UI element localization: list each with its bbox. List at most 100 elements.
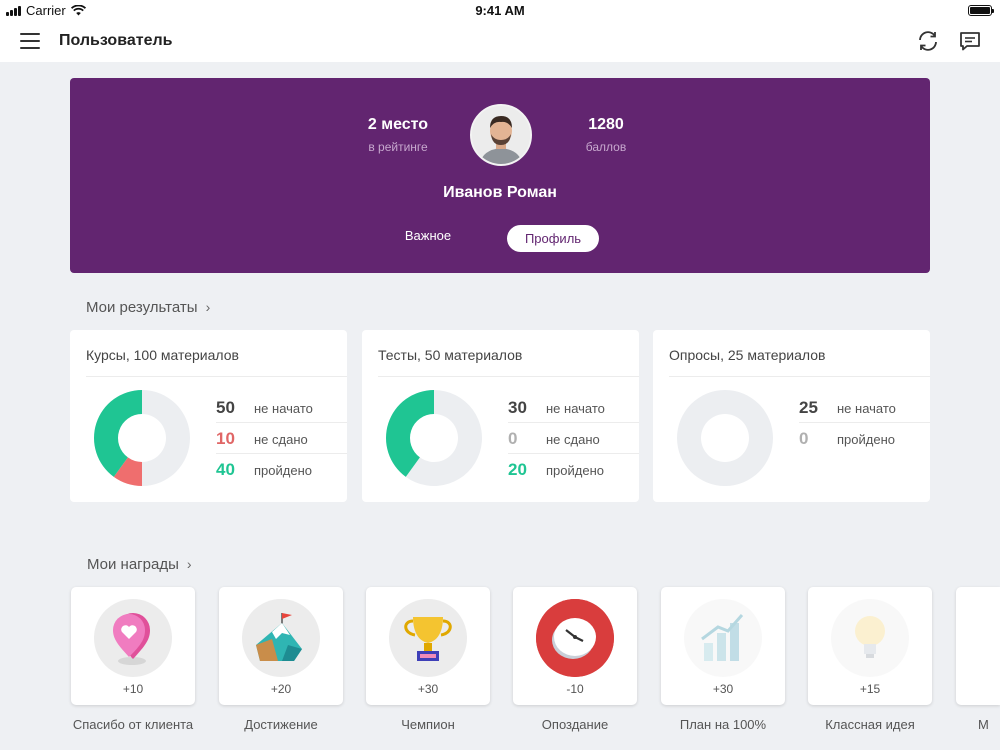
result-card-tests[interactable]: Тесты, 50 материалов 30 не начато 0 не с… (362, 330, 639, 502)
signal-icon (6, 5, 21, 16)
legend-row: 50 не начато (216, 392, 347, 423)
card-divider (378, 376, 639, 377)
donut-chart (386, 390, 482, 486)
result-card-courses[interactable]: Курсы, 100 материалов 50 не начато 10 не… (70, 330, 347, 502)
award-card-plan[interactable]: +30 (661, 587, 785, 705)
legend-value: 25 (799, 398, 818, 417)
growth-chart-icon (684, 599, 762, 677)
trophy-icon (389, 599, 467, 677)
clock-icon (536, 599, 614, 677)
rating-stat: 2 место в рейтинге (328, 116, 468, 154)
results-legend: 30 не начато 0 не сдано 20 пройдено (508, 392, 639, 485)
legend-value: 20 (508, 460, 527, 479)
award-name: М (978, 717, 989, 732)
legend-row: 0 пройдено (799, 423, 930, 454)
award-name: Классная идея (825, 717, 915, 732)
legend-value: 0 (508, 429, 518, 448)
mountain-flag-icon (242, 599, 320, 677)
heart-pin-icon (94, 599, 172, 677)
clock: 9:41 AM (475, 3, 525, 18)
award-card-champion[interactable]: +30 (366, 587, 490, 705)
nav-bar: Пользователь (0, 20, 1000, 62)
award-points: +30 (712, 682, 734, 696)
award-name: Спасибо от клиента (72, 717, 194, 732)
battery-icon (968, 5, 994, 16)
legend-row: 10 не сдано (216, 423, 347, 454)
legend-row: 40 пройдено (216, 454, 347, 485)
legend-label: не начато (546, 401, 605, 416)
results-legend: 50 не начато 10 не сдано 40 пройдено (216, 392, 347, 485)
donut-segment (142, 390, 190, 486)
points-value: 1280 (588, 116, 624, 133)
lightbulb-icon (831, 599, 909, 677)
points-caption: баллов (585, 140, 627, 154)
legend-row: 20 пройдено (508, 454, 639, 485)
card-title: Опросы, 25 материалов (669, 347, 826, 363)
legend-value: 30 (508, 398, 527, 417)
award-card-thanks[interactable]: +10 (71, 587, 195, 705)
card-title: Курсы, 100 материалов (86, 347, 239, 363)
award-name: План на 100% (679, 717, 767, 732)
legend-row: 25 не начато (799, 392, 930, 423)
legend-label: пройдено (546, 463, 604, 478)
award-card-achievement[interactable]: +20 (219, 587, 343, 705)
chevron-right-icon: › (205, 299, 211, 315)
carrier-info: Carrier (6, 3, 86, 18)
profile-banner: 2 место в рейтинге 1280 баллов Иванов Ро… (70, 78, 930, 273)
points-stat: 1280 баллов (536, 116, 676, 154)
menu-icon[interactable] (20, 33, 40, 49)
award-name: Достижение (244, 717, 318, 732)
user-name: Иванов Роман (443, 184, 557, 201)
carrier-name: Carrier (26, 3, 66, 18)
donut-segment (386, 390, 434, 477)
award-points: -10 (566, 682, 584, 696)
legend-value: 0 (799, 429, 809, 448)
donut-segment (677, 390, 773, 486)
legend-label: не начато (837, 401, 896, 416)
award-points: +10 (122, 682, 144, 696)
tab-important[interactable]: Важное (404, 228, 452, 243)
card-divider (86, 376, 347, 377)
rating-value: 2 место (367, 116, 429, 133)
chat-icon[interactable] (958, 29, 982, 53)
status-bar: Carrier 9:41 AM (0, 0, 1000, 20)
legend-label: пройдено (254, 463, 312, 478)
award-points: +30 (417, 682, 439, 696)
donut-chart (94, 390, 190, 486)
award-card-partial[interactable] (956, 587, 1000, 705)
legend-value: 10 (216, 429, 235, 448)
tab-profile[interactable]: Профиль (507, 225, 599, 252)
donut-segment (94, 390, 142, 477)
results-legend: 25 не начато 0 пройдено (799, 392, 930, 454)
award-name: Опоздание (541, 717, 609, 732)
legend-value: 40 (216, 460, 235, 479)
awards-section-title[interactable]: Мои награды › (87, 556, 192, 573)
avatar[interactable] (470, 104, 532, 166)
results-section-title[interactable]: Мои результаты › (86, 299, 210, 316)
donut-segment (113, 457, 142, 486)
chevron-right-icon: › (186, 556, 192, 572)
rating-caption: в рейтинге (368, 140, 428, 154)
page-title: Пользователь (59, 32, 173, 49)
award-card-late[interactable]: -10 (513, 587, 637, 705)
legend-label: пройдено (837, 432, 895, 447)
award-points: +15 (859, 682, 881, 696)
results-section-label: Мои результаты (86, 299, 198, 316)
avatar-photo (472, 106, 530, 164)
card-title: Тесты, 50 материалов (378, 347, 523, 363)
donut-segment (405, 390, 482, 486)
legend-row: 30 не начато (508, 392, 639, 423)
legend-row: 0 не сдано (508, 423, 639, 454)
award-name: Чемпион (401, 717, 455, 732)
wifi-icon (70, 5, 86, 16)
legend-value: 50 (216, 398, 235, 417)
awards-section-label: Мои награды (87, 556, 179, 573)
card-divider (669, 376, 930, 377)
award-points: +20 (270, 682, 292, 696)
refresh-icon[interactable] (916, 29, 940, 53)
legend-label: не начато (254, 401, 313, 416)
result-card-surveys[interactable]: Опросы, 25 материалов 25 не начато 0 про… (653, 330, 930, 502)
donut-chart (677, 390, 773, 486)
legend-label: не сдано (254, 432, 308, 447)
award-card-idea[interactable]: +15 (808, 587, 932, 705)
